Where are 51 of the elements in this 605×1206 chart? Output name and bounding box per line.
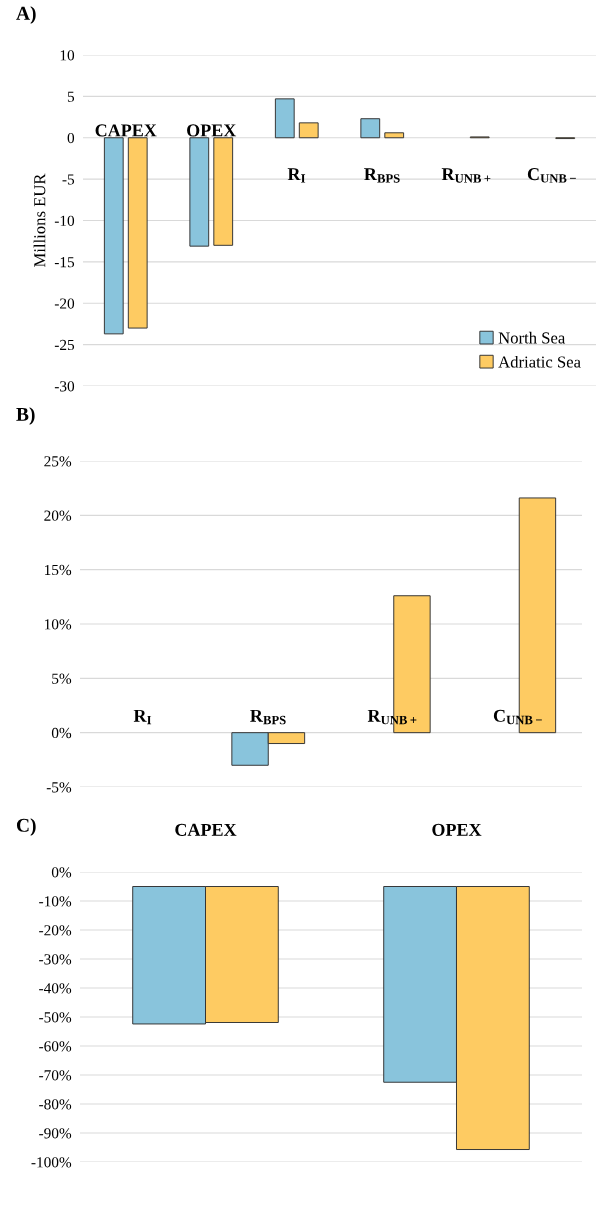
y-tick-label: 0% [51,867,72,878]
y-tick-label: -10% [39,896,72,907]
y-tick-label: -50% [39,1012,72,1023]
y-tick-label: 0 [67,132,75,144]
x-tick-label: R$_{I}$ [133,709,152,725]
y-tick-label: -90% [39,1128,72,1139]
x-tick-label: CAPEX [175,823,237,836]
y-tick-label: 5% [52,673,72,684]
legend-label: North Sea [498,331,566,344]
legend-label: Adriatic Sea [498,355,581,368]
chart-title: C) [16,818,36,836]
y-tick-label: -20% [39,925,72,936]
y-tick-label: -60% [39,1041,72,1052]
x-tick-label: R$_{BPS}$ [364,168,400,183]
y-tick-label: -30 [54,381,75,392]
y-tick-label: 10% [45,619,72,630]
y-tick-label: -70% [39,1070,72,1081]
bar [298,122,319,139]
y-tick-label: 0% [51,727,72,739]
y-tick-label: 25% [44,456,72,467]
bar [213,137,234,246]
x-tick-label: OPEX [187,124,237,137]
y-tick-label: -15 [54,257,75,268]
y-tick-label: -5% [46,782,72,793]
x-tick-label: CAPEX [95,124,157,137]
bar [274,98,295,139]
bar [360,118,381,139]
bar [189,137,210,247]
bar [127,137,148,329]
x-tick-label: R$_{I}$ [287,168,306,183]
bar [384,132,405,139]
y-tick-label: -20 [54,298,75,309]
y-tick-label: 5 [67,91,75,102]
y-tick-label: -100% [31,1157,72,1168]
x-tick-label: R$_{BPS}$ [250,709,286,725]
y-tick-label: -25 [54,339,75,351]
y-tick-label: -5 [62,174,75,185]
x-tick-label: OPEX [432,823,482,836]
y-tick-label: -40% [39,983,72,994]
y-tick-label: 15% [45,564,72,576]
chart-title: A) [16,6,36,24]
y-tick-label: -80% [39,1099,72,1110]
x-tick-label: C$_{UNB−}$ [527,168,576,183]
y-tick-label: 10 [60,50,75,61]
y-tick-label: -10 [54,215,75,226]
chart-title: B) [16,407,35,425]
y-tick-label: 20% [44,510,72,521]
y-axis-title: Millions EUR [33,173,46,268]
y-tick-label: -30% [39,954,72,965]
x-tick-label: R$_{UNB+}$ [441,168,491,183]
bar [103,137,124,335]
